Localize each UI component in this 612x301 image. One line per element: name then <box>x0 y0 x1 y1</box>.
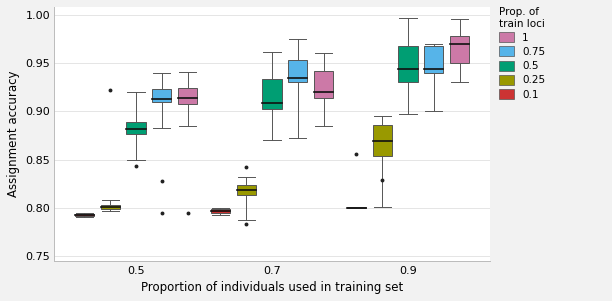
Bar <box>211 209 230 213</box>
Bar <box>75 214 94 216</box>
Y-axis label: Assignment accuracy: Assignment accuracy <box>7 71 20 197</box>
Bar <box>398 46 417 82</box>
Bar <box>100 205 120 209</box>
X-axis label: Proportion of individuals used in training set: Proportion of individuals used in traini… <box>141 281 403 294</box>
Legend: 1, 0.75, 0.5, 0.25, 0.1: 1, 0.75, 0.5, 0.25, 0.1 <box>499 7 545 100</box>
Bar <box>347 207 366 208</box>
Bar <box>314 71 333 98</box>
Bar <box>178 88 197 104</box>
Bar <box>450 36 469 63</box>
Bar <box>288 60 307 82</box>
Bar <box>424 46 443 73</box>
Bar <box>127 122 146 134</box>
Bar <box>152 89 171 102</box>
Bar <box>263 79 282 108</box>
Bar <box>373 125 392 156</box>
Bar <box>237 185 256 194</box>
